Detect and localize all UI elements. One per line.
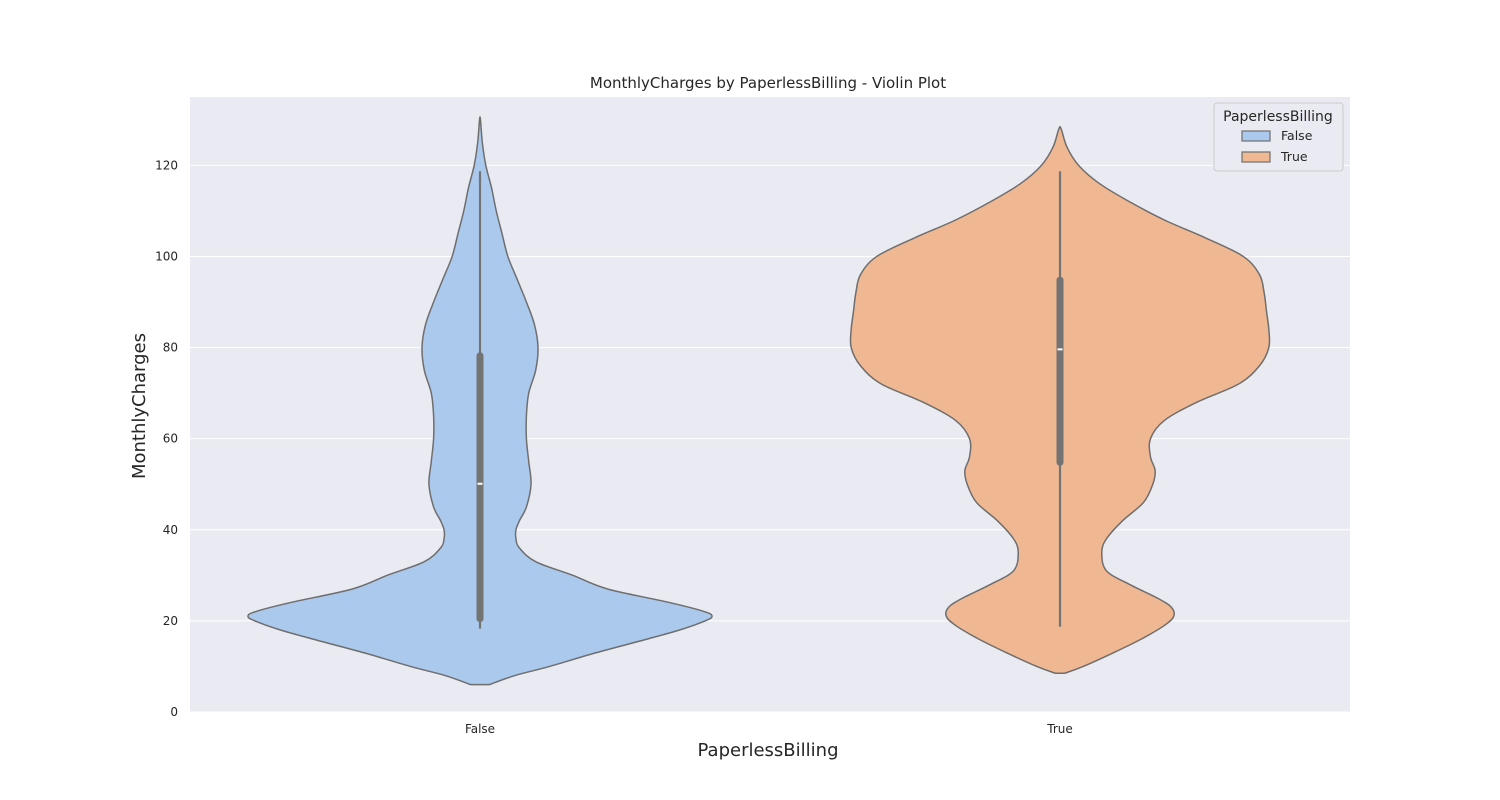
x-axis-label: PaperlessBilling <box>698 740 839 761</box>
y-tick-label-120: 120 <box>155 158 178 172</box>
y-tick-label-0: 0 <box>170 705 178 719</box>
chart-title: MonthlyCharges by PaperlessBilling - Vio… <box>590 74 946 92</box>
x-tick-label-false: False <box>465 722 495 736</box>
legend-label-false: False <box>1281 128 1313 143</box>
y-tick-label-20: 20 <box>163 614 178 628</box>
y-tick-label-100: 100 <box>155 249 178 263</box>
y-tick-label-80: 80 <box>163 341 178 355</box>
legend-label-true: True <box>1280 149 1308 164</box>
y-tick-label-40: 40 <box>163 523 178 537</box>
y-axis-ticks: 0 20 40 60 80 100 120 <box>155 158 178 719</box>
violins <box>247 116 1271 686</box>
x-tick-label-true: True <box>1046 722 1073 736</box>
legend-title: PaperlessBilling <box>1223 109 1333 125</box>
x-axis-ticks: False True <box>465 722 1073 736</box>
legend: PaperlessBilling False True <box>1213 102 1344 172</box>
legend-swatch-false <box>1241 130 1271 142</box>
y-axis-label: MonthlyCharges <box>129 333 150 479</box>
y-tick-label-60: 60 <box>163 432 178 446</box>
legend-swatch-true <box>1241 151 1271 163</box>
